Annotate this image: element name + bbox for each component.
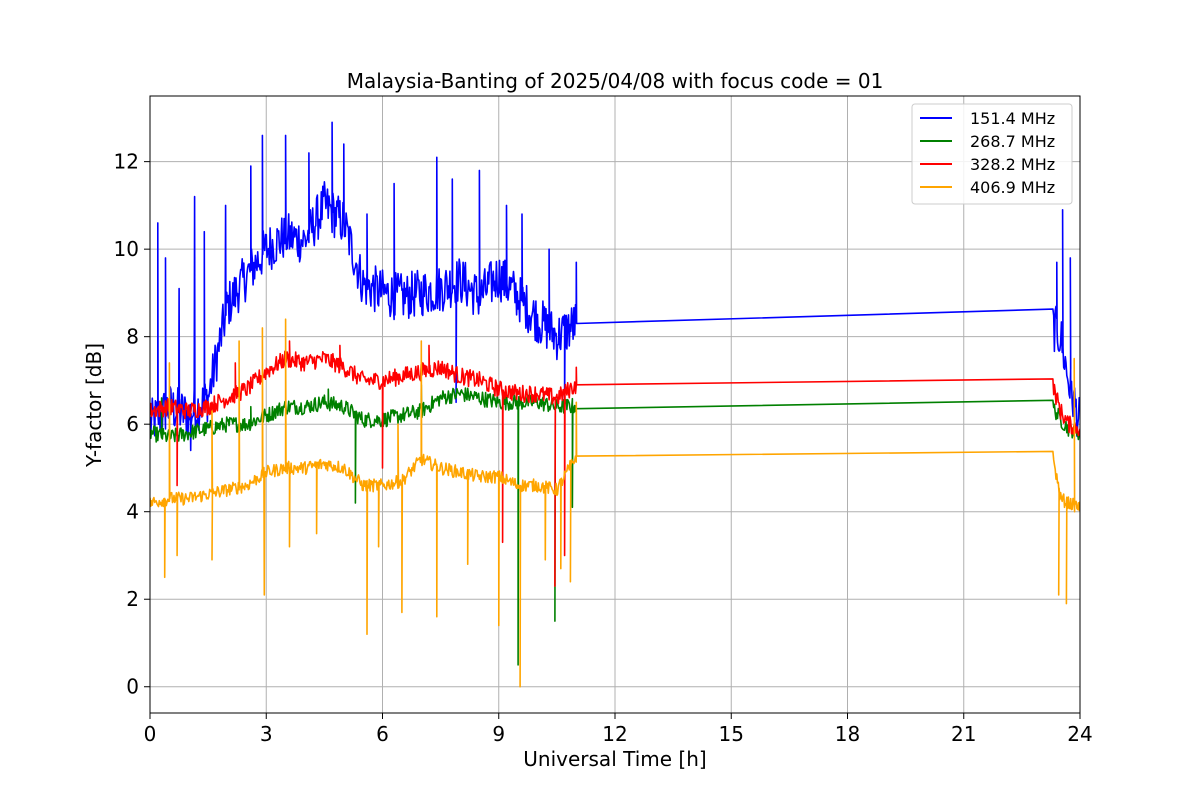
x-tick-label: 21 — [951, 722, 976, 746]
legend-label: 151.4 MHz — [970, 109, 1055, 128]
series-line — [150, 121, 1080, 452]
x-axis-ticks: 0 3 6 9 12 15 18 21 24 — [144, 713, 1093, 746]
y-tick-label: 10 — [114, 237, 139, 261]
legend-label: 328.2 MHz — [970, 155, 1055, 174]
x-tick-label: 15 — [719, 722, 744, 746]
y-tick-label: 8 — [126, 325, 139, 349]
y-axis-label: Y-factor [dB] — [82, 343, 106, 468]
y-tick-label: 0 — [126, 675, 139, 699]
plot-area — [150, 121, 1080, 688]
series-line — [150, 318, 1080, 688]
chart-title: Malaysia-Banting of 2025/04/08 with focu… — [347, 69, 884, 93]
x-axis-label: Universal Time [h] — [523, 747, 706, 771]
series-line — [150, 340, 1080, 587]
legend-box — [911, 103, 1073, 205]
y-tick-label: 2 — [126, 587, 139, 611]
x-tick-label: 24 — [1067, 722, 1092, 746]
x-tick-label: 12 — [602, 722, 627, 746]
legend-label: 406.9 MHz — [970, 178, 1055, 197]
x-tick-label: 3 — [260, 722, 273, 746]
x-tick-label: 6 — [376, 722, 389, 746]
series-3 — [150, 340, 1080, 587]
legend: 151.4 MHz 268.7 MHz 328.2 MHz 406.9 MHz — [911, 103, 1073, 205]
x-tick-label: 18 — [835, 722, 860, 746]
legend-label: 268.7 MHz — [970, 132, 1055, 151]
series-4 — [150, 318, 1080, 688]
y-axis-ticks: 0 2 4 6 8 10 12 — [114, 150, 150, 699]
y-tick-label: 4 — [126, 500, 139, 524]
series-1 — [150, 121, 1080, 452]
x-tick-label: 9 — [492, 722, 505, 746]
y-tick-label: 6 — [126, 412, 139, 436]
y-tick-label: 12 — [114, 150, 139, 174]
x-tick-label: 0 — [144, 722, 157, 746]
